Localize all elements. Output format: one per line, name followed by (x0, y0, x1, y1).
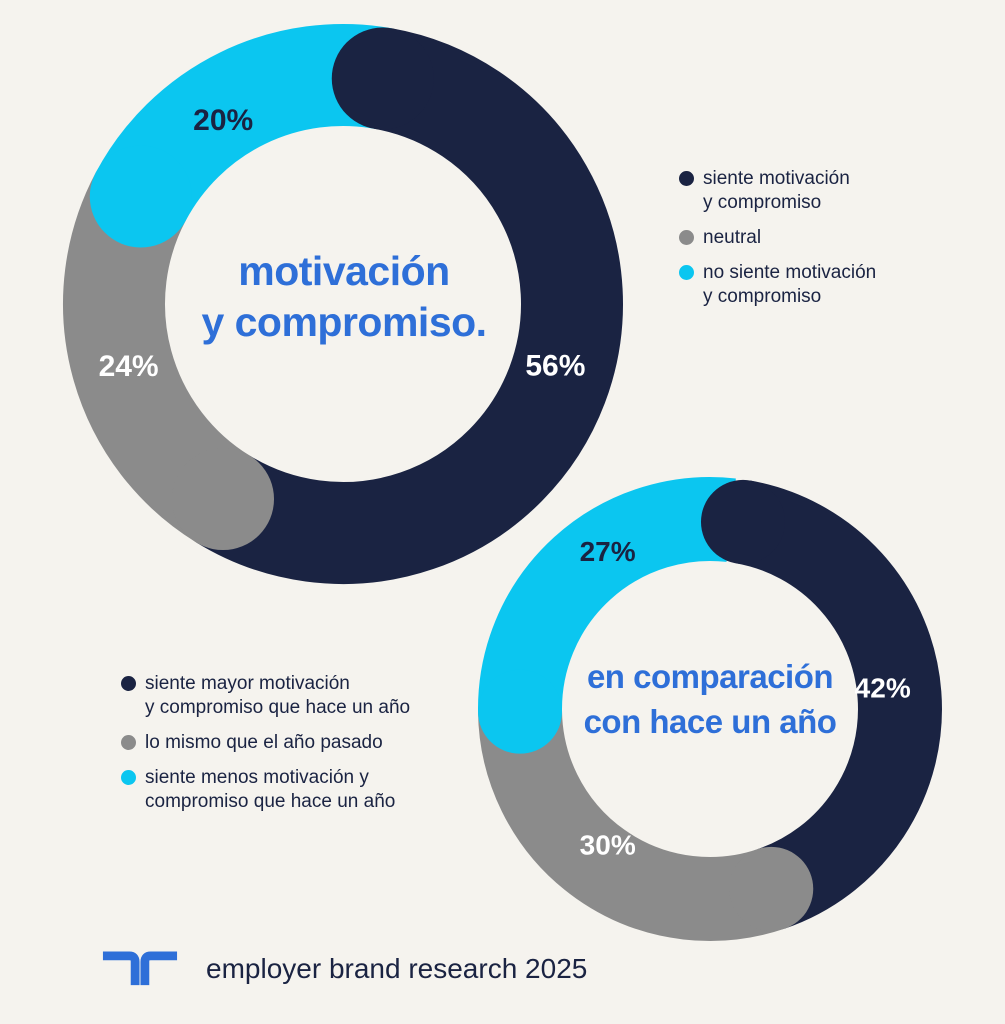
donut-chart-comparacion: 42% 30% 27% (477, 476, 942, 941)
donut-title-motivacion: motivación y compromiso. (201, 248, 487, 345)
legend-item: siente mayor motivación y compromiso que… (121, 672, 410, 720)
donut-value-label: 30% (580, 830, 636, 861)
legend-item: lo mismo que el año pasado (121, 731, 410, 755)
donut-segment-cap (172, 448, 275, 551)
donut-value-label: 42% (855, 673, 911, 704)
donut-segment (196, 28, 623, 584)
donut-segment-cap (478, 669, 563, 754)
legend-label: siente motivación y compromiso (703, 168, 850, 213)
legend-label: siente mayor motivación y compromiso que… (145, 673, 411, 718)
legend-label: lo mismo que el año pasado (145, 732, 383, 753)
legend-swatch-cyan-icon (121, 770, 136, 785)
footer-title: employer brand research 2025 (206, 953, 588, 984)
legend-item: siente motivación y compromiso (679, 167, 876, 215)
donut-segment-cap (89, 145, 192, 248)
donut-segment (478, 710, 785, 941)
legend-label: neutral (703, 227, 762, 248)
donut-segment (734, 480, 942, 929)
legend-swatch-navy-icon (121, 676, 136, 691)
donut-value-label: 27% (580, 536, 636, 567)
donut-value-label: 24% (99, 350, 159, 383)
legend-comparacion: siente mayor motivación y compromiso que… (121, 672, 410, 814)
randstad-logo-right-stroke (140, 951, 178, 986)
legend-swatch-gray-icon (121, 735, 136, 750)
legend-swatch-navy-icon (679, 171, 694, 186)
legend-item: siente menos motivación y compromiso que… (121, 766, 410, 814)
donut-segment-cap (700, 479, 785, 564)
donut-value-label: 20% (193, 104, 253, 137)
legend-swatch-cyan-icon (679, 265, 694, 280)
randstad-logo-icon (101, 948, 179, 997)
randstad-logo-left-stroke (102, 951, 140, 986)
donut-title-comparacion: en comparación con hace un año (583, 658, 837, 740)
legend-swatch-gray-icon (679, 230, 694, 245)
donut-value-label: 56% (525, 349, 585, 382)
legend-label: siente menos motivación y compromiso que… (145, 767, 396, 812)
donut-segment-cap (729, 846, 814, 931)
legend-label: no siente motivación y compromiso (703, 262, 877, 307)
donut-segment (478, 477, 736, 713)
legend-item: no siente motivación y compromiso (679, 261, 876, 309)
donut-ring: 42% 30% 27% (478, 477, 942, 941)
legend-item: neutral (679, 226, 876, 250)
donut-ring: 56% 24% 20% (63, 24, 623, 584)
donut-segment-cap (331, 27, 434, 130)
donut-chart-motivacion: 56% 24% 20% (62, 23, 624, 585)
legend-motivacion: siente motivación y compromiso neutral n… (679, 167, 876, 309)
